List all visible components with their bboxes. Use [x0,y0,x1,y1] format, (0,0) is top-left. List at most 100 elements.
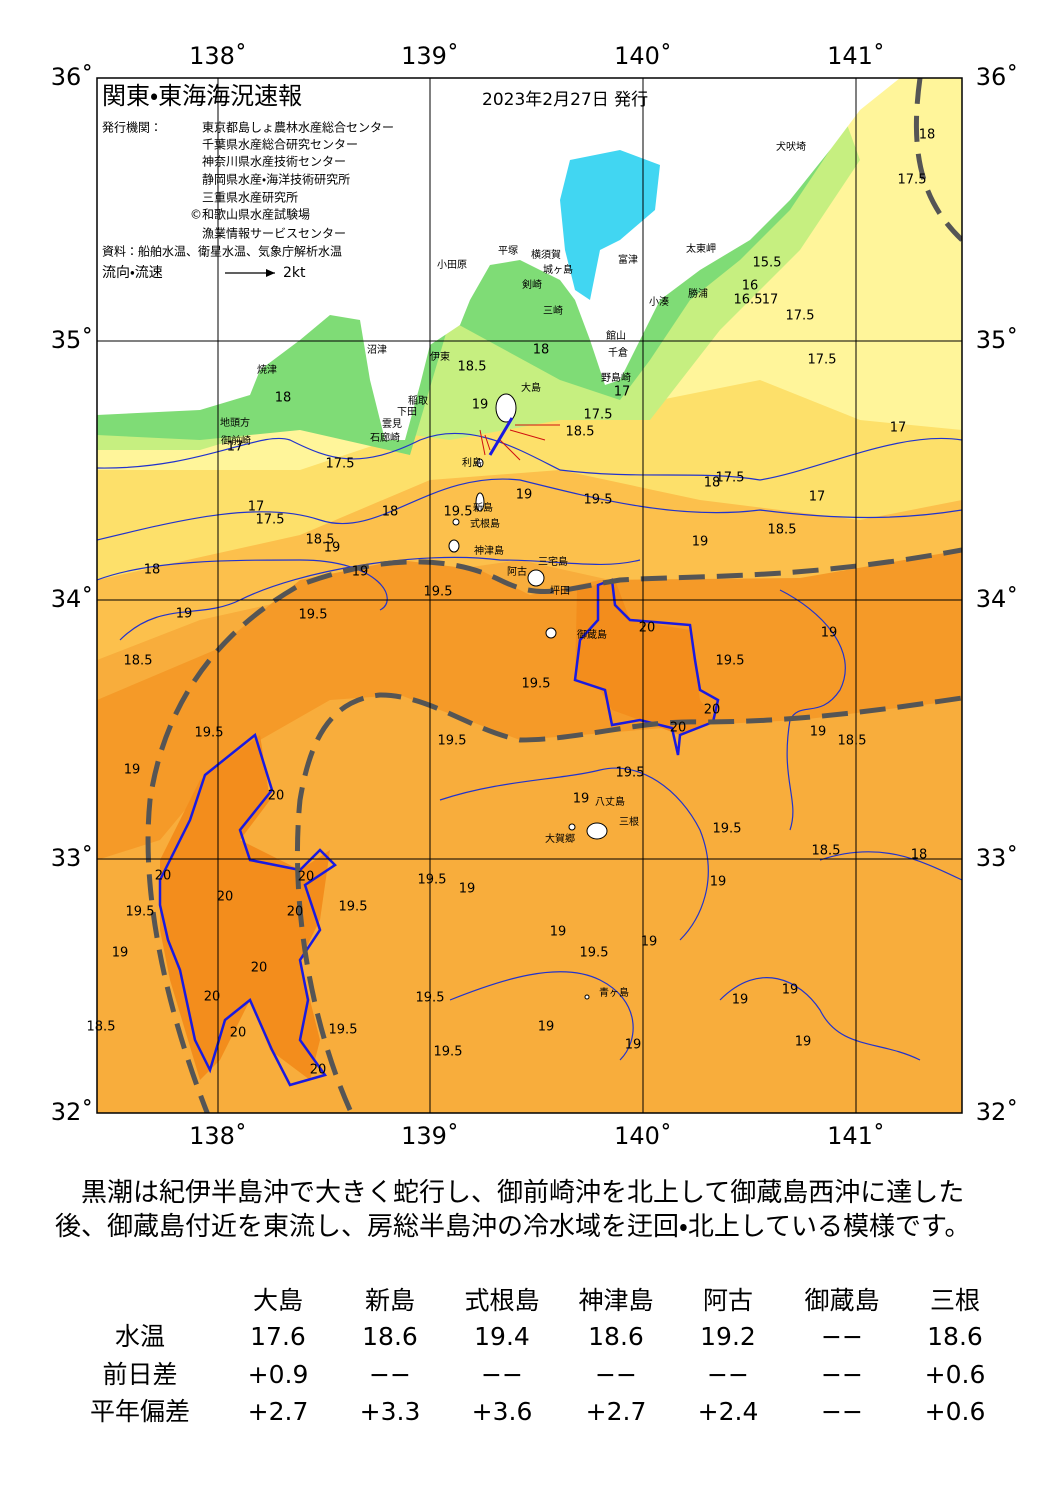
contour-label: 17 [227,440,244,455]
longitude-label: 139˚ [401,1122,459,1150]
contour-label: 17.5 [716,471,745,486]
contour-label: 17.5 [786,309,815,324]
map-area [97,78,962,1113]
table-header: 神津島 [578,1286,653,1315]
tokyo-bay [560,150,660,300]
place-name: 雲見 [382,418,402,430]
contour-lines [97,432,962,1061]
issuer: 神奈川県水産技術センター [202,154,346,169]
place-name: 犬吠埼 [776,140,806,153]
place-name: 青ヶ島 [599,986,629,999]
issuer: 三重県水産研究所 [202,191,298,205]
place-name: 下田 [397,407,417,418]
table-cell: 17.6 [250,1322,306,1351]
contour-label: 15.5 [753,256,782,271]
contour-label: 19 [641,935,658,950]
contour-label: 19.5 [438,734,467,749]
issuer: 東京都島しょ農林水産総合センター [202,120,394,135]
table-cell: +2.7 [248,1397,309,1426]
contour-label: 19.5 [580,946,609,961]
place-name: 大島 [521,381,541,394]
table-header: 阿古 [703,1286,753,1315]
issuer-label: 発行機関： [102,121,162,135]
place-name: 勝浦 [688,287,708,300]
current-vector [488,417,514,456]
contour-label: 18 [144,563,161,578]
contour-label: 19.5 [713,822,742,837]
issuer: 漁業情報サービスセンター [202,227,346,241]
place-name: 剣崎 [522,278,542,291]
contour-label: 18.5 [458,360,487,375]
contour-label: 20 [298,870,315,885]
latitude-label: 32˚ [51,1098,94,1126]
contour-label: 19.5 [418,873,447,888]
contour-label: 17.5 [584,408,613,423]
longitude-label: 140˚ [614,42,672,70]
contour-label: 18 [704,476,721,491]
place-name: 三崎 [543,304,563,317]
contour-label: 19 [324,541,341,556]
contour-label: 19 [124,763,141,778]
table-cell: +3.3 [360,1397,421,1426]
contour-label: 19 [710,875,727,890]
issuer: ©和歌山県水産試験場 [190,207,310,222]
land [97,78,900,440]
place-name: 石廊崎 [370,431,400,444]
place-name: 焼津 [257,364,277,376]
table-header: 大島 [253,1286,303,1315]
contour-label: 19 [625,1038,642,1053]
contour-label: 19 [550,925,567,940]
contour-label: 19 [459,882,476,897]
place-name: 御蔵島 [577,628,607,641]
contour-label: 17.5 [256,513,285,528]
table-cell: −− [369,1360,411,1389]
kuroshio-zone [97,550,962,860]
row-label: 平年偏差 [90,1397,190,1426]
contour-label: 17 [762,293,779,308]
table-cell: −− [481,1360,523,1389]
contour-label: 18.5 [812,844,841,859]
issuer: 千葉県水産総合研究センター [202,137,358,152]
contour-label: 19 [516,488,533,503]
contour-label: 17 [248,500,265,515]
place-name: 坪田 [550,584,570,597]
contour-label: 18 [382,505,399,520]
contour-label: 20 [217,890,234,905]
contour-label: 17 [809,490,826,505]
contour-label: 18.5 [566,425,595,440]
contour-label: 19.5 [424,585,453,600]
contour-label: 18 [911,848,928,863]
contour-label: 19 [795,1035,812,1050]
contour-label: 19 [112,946,129,961]
contour-label: 20 [204,990,221,1005]
contour-label: 20 [639,621,656,636]
table-header: 御蔵島 [804,1286,879,1315]
longitude-label: 138˚ [189,1122,247,1150]
place-name: 大賀郷 [545,832,575,845]
table-cell: 18.6 [362,1322,418,1351]
table-cell: +0.9 [248,1360,309,1389]
contour-label: 18 [919,128,936,143]
table-cell: +2.7 [586,1397,647,1426]
contour-label: 19 [821,626,838,641]
latitude-label: 35˚ [51,326,94,354]
latitude-label: 36˚ [976,63,1019,91]
contour-line [158,732,337,1087]
table-cell: +2.4 [698,1397,759,1426]
latitude-label: 34˚ [976,585,1019,613]
contour-label: 20 [670,721,687,736]
place-name: 沼津 [367,343,387,356]
longitude-label: 139˚ [401,42,459,70]
table-cell: +0.6 [925,1397,986,1426]
place-name: 式根島 [470,517,500,530]
contour-label: 18 [533,343,550,358]
place-name: 小湊 [649,295,669,308]
warm-core [575,580,715,735]
place-name: 伊東 [430,350,450,363]
contour-label: 19 [692,535,709,550]
contour-label: 20 [251,961,268,976]
table-cell: +3.6 [472,1397,533,1426]
warm-core [160,735,330,1080]
